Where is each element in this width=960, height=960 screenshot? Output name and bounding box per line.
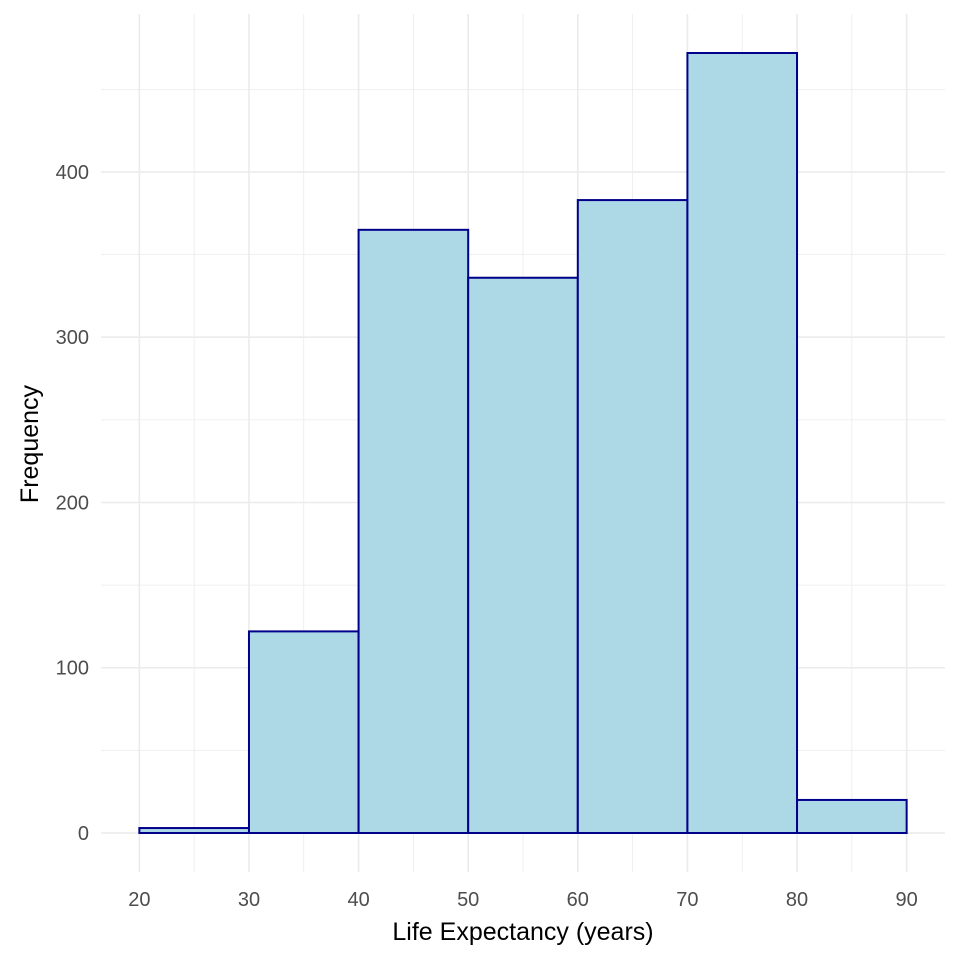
x-tick-label: 20 — [128, 889, 150, 911]
y-tick-label: 0 — [78, 823, 89, 845]
x-tick-label: 60 — [567, 889, 589, 911]
histogram-bar-40-50 — [357, 228, 470, 835]
x-tick-label: 30 — [238, 889, 260, 911]
y-tick-label: 200 — [56, 492, 89, 514]
y-tick-label: 100 — [56, 658, 89, 680]
y-axis-title: Frequency — [16, 384, 44, 503]
histogram-bar-30-40 — [247, 630, 360, 834]
x-tick-label: 50 — [457, 889, 479, 911]
y-tick-label: 400 — [56, 162, 89, 184]
x-axis-tick-labels: 20 30 40 50 60 70 80 90 — [128, 889, 918, 911]
x-axis-title: Life Expectancy (years) — [392, 918, 653, 946]
x-tick-label: 70 — [676, 889, 698, 911]
x-tick-label: 80 — [786, 889, 808, 911]
histogram-bars — [138, 52, 908, 835]
x-tick-label: 40 — [347, 889, 369, 911]
y-tick-label: 300 — [56, 327, 89, 349]
histogram-bar-20-30 — [138, 827, 250, 834]
y-axis-tick-labels: 0 100 200 300 400 — [56, 162, 89, 845]
histogram-bar-60-70 — [576, 199, 689, 834]
histogram-bar-70-80 — [686, 52, 799, 834]
x-tick-label: 90 — [896, 889, 918, 911]
histogram-bar-80-90 — [796, 798, 908, 835]
histogram-bar-50-60 — [467, 276, 579, 834]
